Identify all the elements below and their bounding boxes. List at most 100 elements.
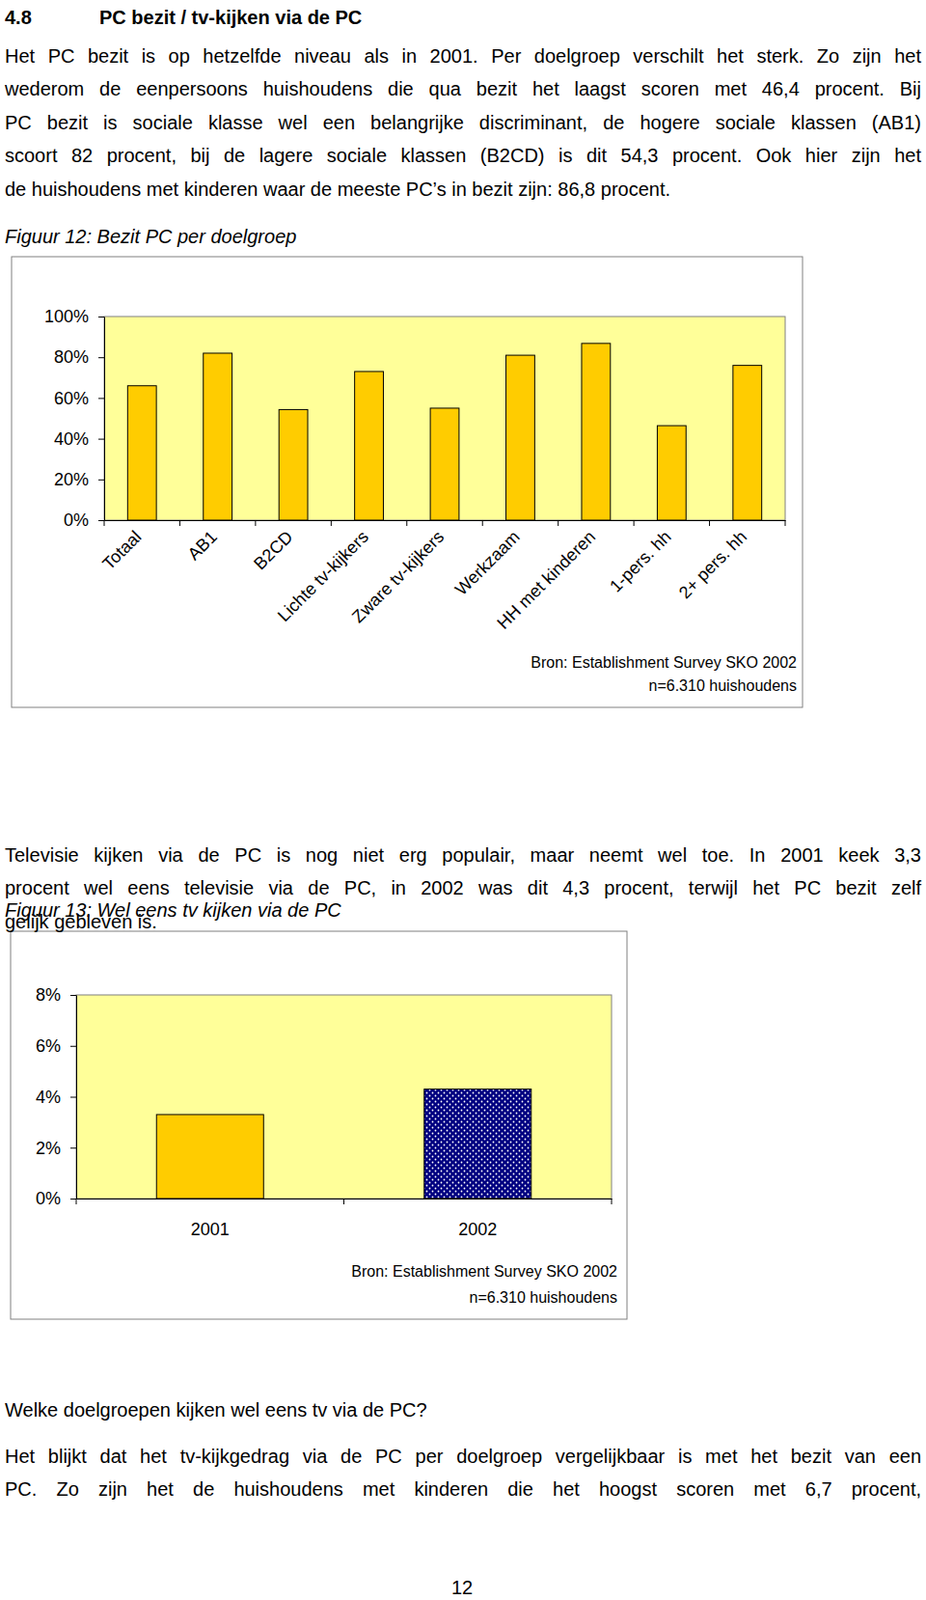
bar <box>278 408 308 520</box>
bar <box>656 425 686 520</box>
y-tick-mark <box>70 1096 77 1098</box>
y-tick-label: 6% <box>35 1035 61 1056</box>
category-tick <box>76 1198 78 1204</box>
x-tick-label: B2CD <box>249 526 297 573</box>
y-tick-mark <box>70 1198 77 1199</box>
x-tick-label: Zware tv-kijkers <box>348 526 448 627</box>
bar <box>733 365 763 520</box>
y-tick-label: 4% <box>35 1087 61 1107</box>
x-tick: 1-pers. hh <box>605 519 675 597</box>
page-number: 12 <box>0 1570 925 1600</box>
y-tick: 2% <box>35 1138 77 1158</box>
figure-caption: Figuur 12: Bezit PC per doelgroep <box>4 219 873 253</box>
y-axis-line <box>76 995 78 1199</box>
y-tick: 100% <box>44 306 105 327</box>
x-tick-label: 2001 <box>190 1219 230 1239</box>
category-tick <box>179 519 181 526</box>
bar <box>430 408 460 520</box>
bars <box>156 1089 532 1199</box>
text-line: scoort 82 procent, bij de lagere sociale… <box>4 138 922 172</box>
bar <box>354 371 384 520</box>
x-tick-label: 1-pers. hh <box>605 526 675 596</box>
bar <box>506 354 536 520</box>
y-tick-mark <box>98 438 105 440</box>
x-tick-label: AB1 <box>184 526 221 564</box>
category-tick <box>708 519 710 526</box>
x-tick-label: 2002 <box>458 1219 497 1239</box>
y-tick: 80% <box>54 347 105 367</box>
y-tick-mark <box>70 1146 77 1148</box>
x-tick-label: Werkzaam <box>451 526 524 600</box>
bar <box>581 343 611 520</box>
source-note: Bron: Establishment Survey SKO 2002 <box>530 653 797 671</box>
subheading: Welke doelgroepen kijken wel eens tv via… <box>4 1392 922 1426</box>
y-tick: 20% <box>54 469 105 490</box>
category-tick <box>611 1198 613 1204</box>
x-tick-label: 2+ pers. hh <box>675 526 751 602</box>
category-tick <box>104 519 106 526</box>
x-tick: HH met kinderen <box>493 519 600 633</box>
y-tick: 6% <box>35 1035 77 1056</box>
y-tick-label: 2% <box>35 1138 61 1158</box>
chart-frame <box>11 256 803 708</box>
text-line: Het blijkt dat het tv-kijkgedrag via de … <box>4 1439 922 1472</box>
bar <box>424 1089 532 1199</box>
section-title: PC bezit / tv-kijken via de PC <box>99 0 910 34</box>
y-tick-mark <box>70 1045 77 1047</box>
y-tick-label: 20% <box>54 469 89 490</box>
category-tick <box>254 519 256 526</box>
page: 0%20%40%60%80%100%TotaalAB1B2CDLichte tv… <box>0 0 926 1600</box>
y-tick-label: 60% <box>54 388 89 409</box>
category-tick <box>482 519 484 526</box>
y-tick-label: 40% <box>54 429 89 449</box>
y-tick: 0% <box>63 510 105 530</box>
chart: 0%20%40%60%80%100%TotaalAB1B2CDLichte tv… <box>11 256 803 708</box>
x-tick: Totaal <box>98 519 145 573</box>
x-tick: Zware tv-kijkers <box>348 519 448 627</box>
y-tick-mark <box>98 479 105 481</box>
bar <box>156 1114 264 1199</box>
category-tick <box>343 1198 345 1204</box>
y-tick-label: 0% <box>35 1188 61 1208</box>
x-axis-line <box>105 519 787 521</box>
x-axis: TotaalAB1B2CDLichte tv-kijkersZware tv-k… <box>98 519 786 633</box>
plot-area <box>76 994 612 1199</box>
bar <box>127 385 157 520</box>
y-tick: 8% <box>35 984 77 1005</box>
plot-area <box>104 316 786 520</box>
chart-frame <box>10 930 627 1319</box>
x-tick: 2+ pers. hh <box>675 519 751 602</box>
figure-caption: Figuur 13: Wel eens tv kijken via de PC <box>4 893 873 926</box>
category-tick <box>330 519 332 526</box>
x-tick: AB1 <box>184 519 221 564</box>
y-tick: 40% <box>54 429 105 449</box>
y-tick-mark <box>98 356 105 358</box>
y-axis: 0% 2% 4% 6% 8% <box>35 984 78 1208</box>
y-tick: 60% <box>54 388 105 409</box>
chart: 0%2%4%6%8%20012002Bron: Establishment Su… <box>10 930 627 1319</box>
category-tick <box>557 519 559 526</box>
y-tick: 0% <box>35 1188 77 1208</box>
text-line: PC. Zo zijn het de huishoudens met kinde… <box>4 1471 922 1505</box>
category-tick <box>633 519 635 526</box>
source-note: n=6.310 huishoudens <box>649 677 797 694</box>
y-tick-mark <box>98 397 105 399</box>
bars <box>127 343 762 520</box>
y-axis: 0% 20% 40% 60% 80% 100% <box>44 306 106 530</box>
y-tick-label: 8% <box>35 984 61 1005</box>
x-tick: Werkzaam <box>451 519 524 600</box>
x-tick: 2002 <box>458 1198 497 1239</box>
x-tick: 2001 <box>190 1198 230 1239</box>
y-tick: 4% <box>35 1087 77 1107</box>
category-ticks <box>104 519 786 526</box>
category-tick <box>785 519 787 526</box>
x-axis: 2001 2002 <box>77 1198 613 1239</box>
y-tick-label: 80% <box>54 347 89 367</box>
x-tick: B2CD <box>249 519 297 573</box>
category-tick <box>406 519 408 526</box>
text-line: Televisie kijken via de PC is nog niet e… <box>4 838 922 872</box>
y-tick-label: 100% <box>44 306 89 327</box>
x-tick-label: HH met kinderen <box>493 526 600 633</box>
x-tick-label: Totaal <box>98 526 145 573</box>
y-axis-line <box>104 317 106 521</box>
